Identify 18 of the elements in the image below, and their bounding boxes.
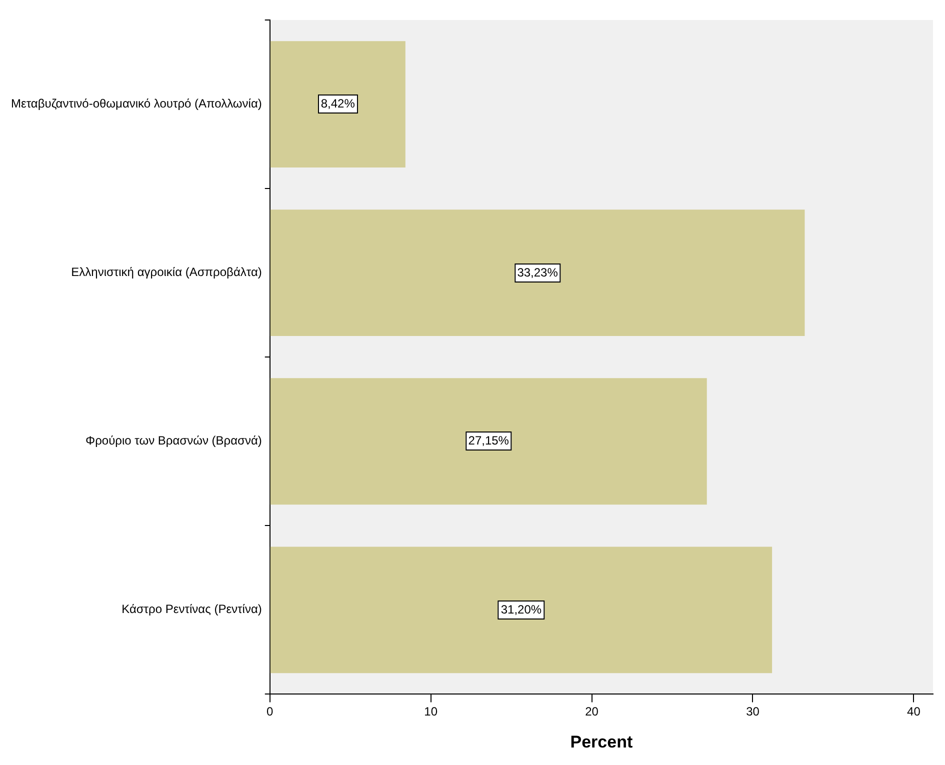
x-tick-label: 0 <box>266 704 274 719</box>
x-tick-label: 10 <box>424 704 438 719</box>
y-tick-label: Φρούριο των Βρασνών (Βρασνά) <box>85 434 262 448</box>
data-label: 8,42% <box>318 94 358 114</box>
bar <box>270 210 805 336</box>
x-tick-label: 20 <box>585 704 599 719</box>
x-axis-title: Percent <box>570 732 633 752</box>
x-tick-label: 40 <box>907 704 921 719</box>
y-tick-label: Κάστρο Ρεντίνας (Ρεντίνα) <box>122 602 262 616</box>
data-label: 31,20% <box>498 600 545 620</box>
data-label: 33,23% <box>514 263 561 282</box>
bar <box>270 546 772 674</box>
bar <box>270 41 406 168</box>
y-tick-label: Ελληνιστική αγροικία (Ασπροβάλτα) <box>71 265 262 280</box>
data-label: 27,15% <box>465 432 512 451</box>
bar <box>270 378 707 505</box>
x-tick-label: 30 <box>746 704 760 719</box>
y-tick-label: Μεταβυζαντινό-οθωμανικό λουτρό (Απολλωνία) <box>10 96 262 111</box>
